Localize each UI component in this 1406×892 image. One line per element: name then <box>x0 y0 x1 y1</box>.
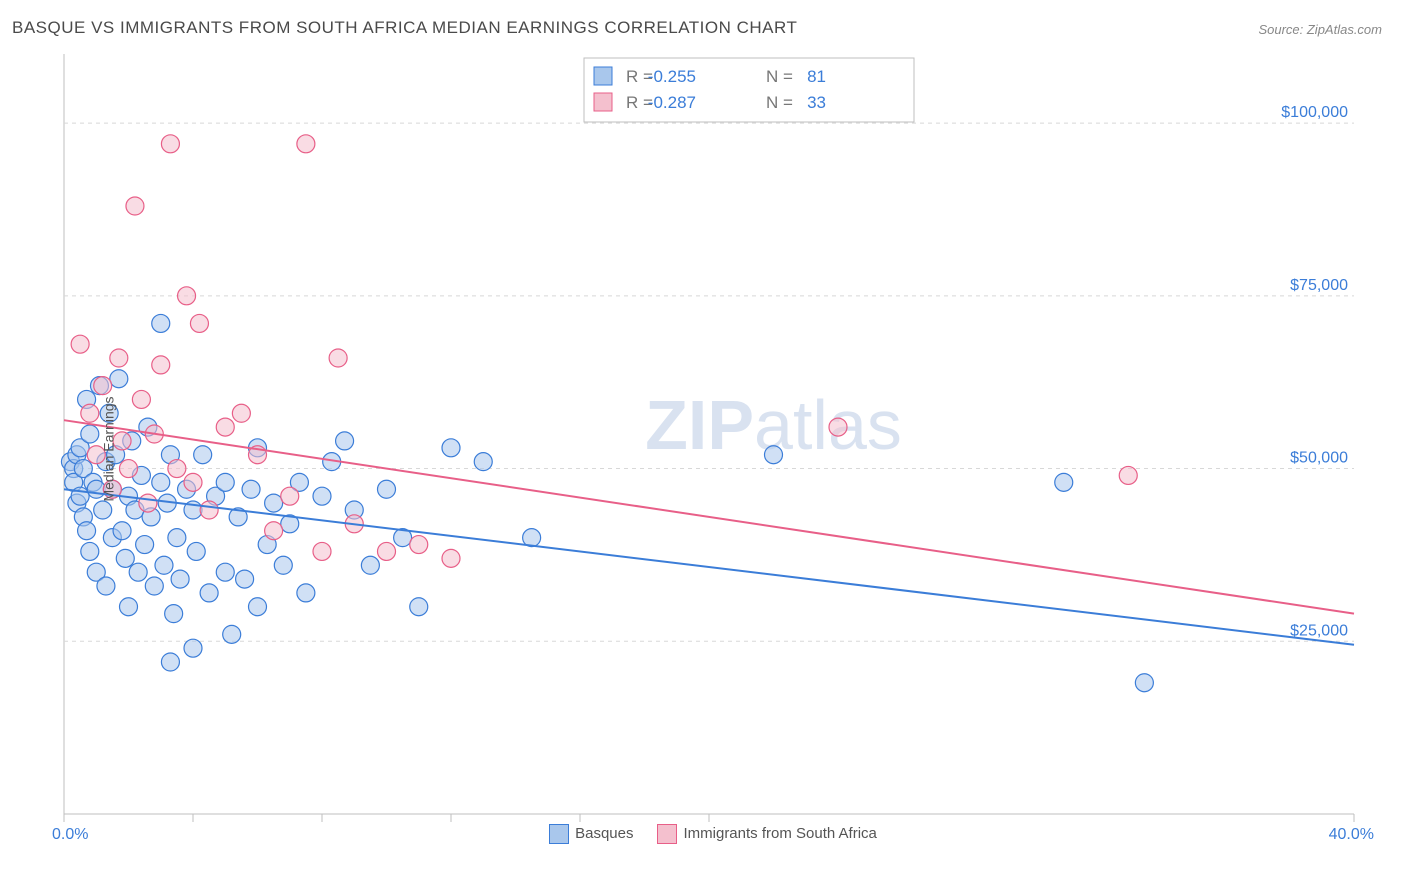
immigrants-swatch <box>657 824 677 844</box>
chart-container: Median Earnings $25,000$50,000$75,000$10… <box>48 54 1378 844</box>
source-value: ZipAtlas.com <box>1307 22 1382 37</box>
svg-text:$100,000: $100,000 <box>1281 104 1348 121</box>
basques-label: Basques <box>575 825 633 842</box>
basques-swatch <box>549 824 569 844</box>
svg-text:N =: N = <box>766 93 793 112</box>
x-axis-min-label: 0.0% <box>52 826 88 844</box>
svg-text:$75,000: $75,000 <box>1290 277 1348 294</box>
svg-text:-0.255: -0.255 <box>648 67 696 86</box>
scatter-plot: $25,000$50,000$75,000$100,000ZIPatlasR =… <box>48 54 1378 844</box>
immigrants-label: Immigrants from South Africa <box>683 825 876 842</box>
svg-text:N =: N = <box>766 67 793 86</box>
source-label: Source: <box>1258 22 1306 37</box>
series-legend: 0.0% Basques Immigrants from South Afric… <box>48 824 1378 844</box>
chart-title: BASQUE VS IMMIGRANTS FROM SOUTH AFRICA M… <box>12 18 797 38</box>
legend-item-immigrants: Immigrants from South Africa <box>657 824 876 844</box>
svg-text:-0.287: -0.287 <box>648 93 696 112</box>
svg-text:$50,000: $50,000 <box>1290 450 1348 467</box>
x-axis-max-label: 40.0% <box>1329 826 1374 844</box>
svg-text:$25,000: $25,000 <box>1290 622 1348 639</box>
y-axis-label: Median Earnings <box>101 396 117 501</box>
svg-text:81: 81 <box>807 67 826 86</box>
source-credit: Source: ZipAtlas.com <box>1258 22 1382 37</box>
legend-item-basques: Basques <box>549 824 633 844</box>
svg-text:33: 33 <box>807 93 826 112</box>
